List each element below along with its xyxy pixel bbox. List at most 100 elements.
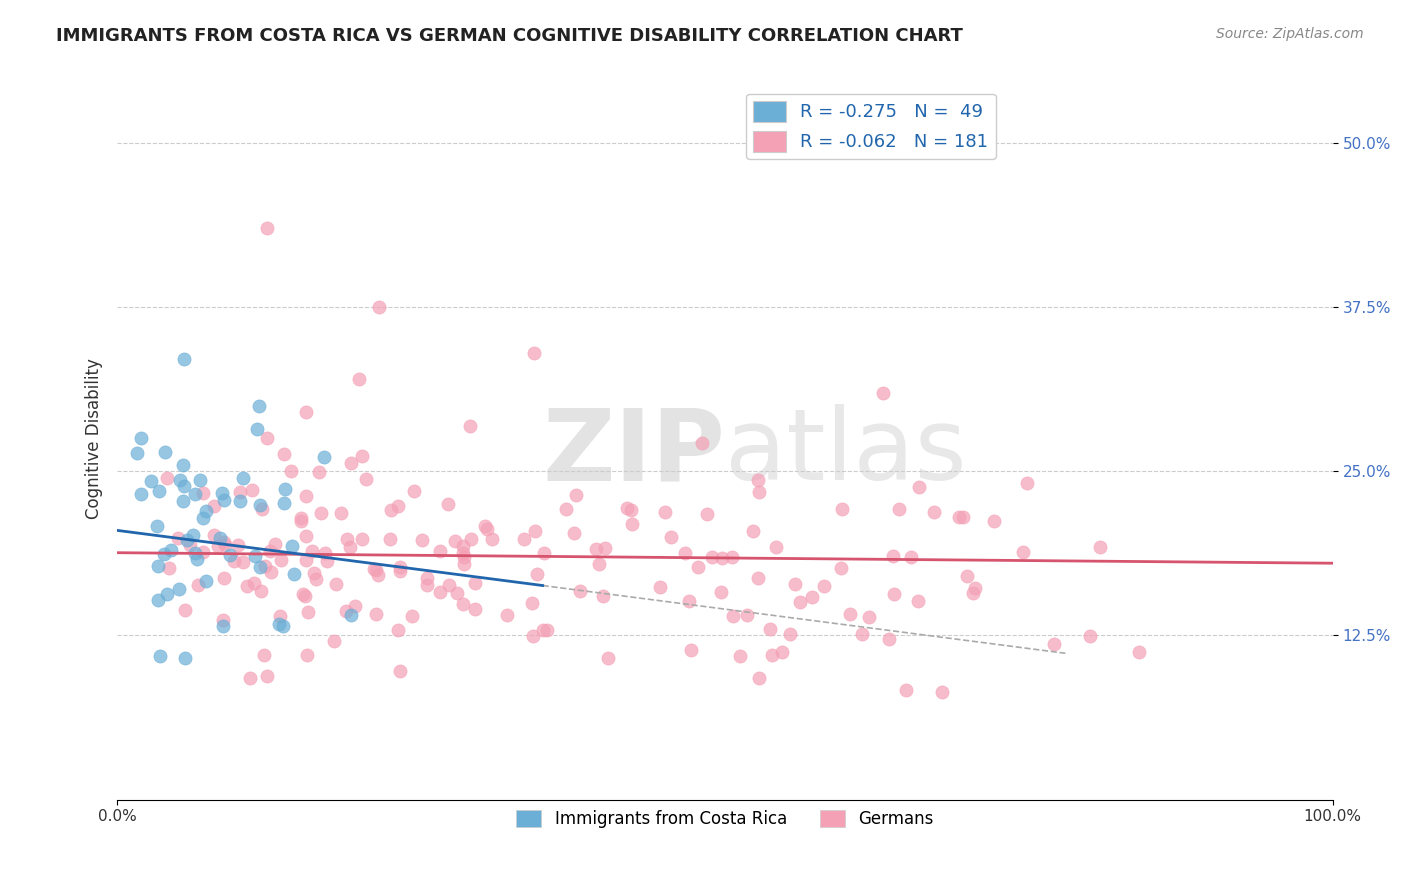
Point <box>247 399 270 413</box>
Point <box>659 530 682 544</box>
Point <box>347 372 370 386</box>
Point <box>160 543 183 558</box>
Legend: Immigrants from Costa Rica, Germans: Immigrants from Costa Rica, Germans <box>509 803 941 835</box>
Point <box>1128 645 1150 659</box>
Point <box>187 578 209 592</box>
Point <box>458 419 481 434</box>
Point <box>692 436 714 450</box>
Point <box>1015 476 1038 491</box>
Point <box>325 577 347 591</box>
Point <box>883 587 905 601</box>
Point <box>270 553 292 567</box>
Point <box>451 597 474 611</box>
Point <box>191 486 214 500</box>
Point <box>269 616 291 631</box>
Point <box>565 488 588 502</box>
Point <box>167 531 190 545</box>
Point <box>477 522 499 536</box>
Point <box>696 507 718 521</box>
Point <box>226 538 249 552</box>
Point <box>344 599 367 614</box>
Point <box>294 589 316 603</box>
Point <box>352 450 374 464</box>
Point <box>339 540 361 554</box>
Point <box>125 446 148 460</box>
Point <box>246 422 269 436</box>
Point <box>446 586 468 600</box>
Text: atlas: atlas <box>725 404 966 501</box>
Point <box>232 471 254 485</box>
Point <box>149 648 172 663</box>
Point <box>416 571 439 585</box>
Point <box>858 609 880 624</box>
Point <box>650 580 672 594</box>
Point <box>444 533 467 548</box>
Point <box>536 623 558 637</box>
Point <box>212 613 235 627</box>
Point <box>314 546 336 560</box>
Point <box>747 473 769 487</box>
Point <box>249 584 271 599</box>
Point <box>316 554 339 568</box>
Point <box>770 645 793 659</box>
Point <box>429 584 451 599</box>
Point <box>877 632 900 647</box>
Point <box>186 552 208 566</box>
Point <box>322 633 344 648</box>
Point <box>204 528 226 542</box>
Point <box>148 558 170 573</box>
Point <box>401 609 423 624</box>
Point <box>273 447 295 461</box>
Point <box>295 648 318 663</box>
Point <box>249 559 271 574</box>
Point <box>554 501 576 516</box>
Point <box>593 541 616 555</box>
Point <box>758 622 780 636</box>
Point <box>523 346 546 360</box>
Point <box>302 566 325 581</box>
Point <box>388 559 411 574</box>
Point <box>416 578 439 592</box>
Point <box>207 539 229 553</box>
Point <box>747 571 769 585</box>
Point <box>148 484 170 499</box>
Point <box>700 550 723 565</box>
Point <box>380 503 402 517</box>
Point <box>256 221 278 235</box>
Point <box>363 562 385 576</box>
Point <box>495 607 517 622</box>
Point <box>588 557 610 571</box>
Point <box>129 486 152 500</box>
Point <box>184 486 207 500</box>
Point <box>301 544 323 558</box>
Point <box>290 514 312 528</box>
Point <box>172 494 194 508</box>
Point <box>330 506 353 520</box>
Point <box>1043 637 1066 651</box>
Point <box>1080 629 1102 643</box>
Point <box>735 607 758 622</box>
Point <box>404 483 426 498</box>
Point <box>312 450 335 464</box>
Point <box>429 544 451 558</box>
Point <box>439 577 461 591</box>
Point <box>388 564 411 578</box>
Point <box>585 542 607 557</box>
Point <box>801 590 824 604</box>
Point <box>239 671 262 685</box>
Point <box>172 458 194 472</box>
Point <box>389 664 412 678</box>
Point <box>436 497 458 511</box>
Point <box>789 595 811 609</box>
Point <box>678 593 700 607</box>
Point <box>183 527 205 541</box>
Point <box>481 532 503 546</box>
Point <box>195 574 218 589</box>
Point <box>965 582 987 596</box>
Point <box>157 561 180 575</box>
Point <box>211 486 233 500</box>
Point <box>460 532 482 546</box>
Point <box>785 576 807 591</box>
Point <box>364 607 387 621</box>
Point <box>931 685 953 699</box>
